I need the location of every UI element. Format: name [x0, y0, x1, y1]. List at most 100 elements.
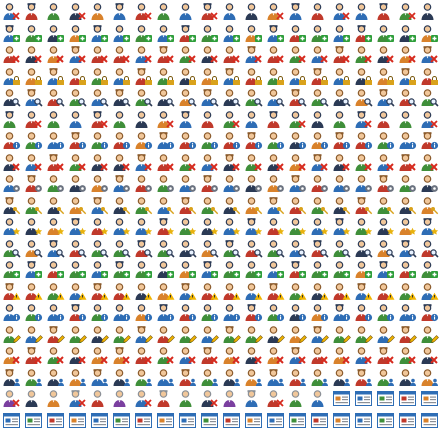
person-glyph-icon — [25, 153, 42, 171]
person-glyph-icon — [47, 3, 60, 20]
user-icon — [266, 303, 285, 322]
user-icon — [2, 389, 21, 408]
user-icon — [24, 368, 43, 387]
user-icon — [90, 260, 109, 279]
user-icon — [178, 153, 197, 172]
person-glyph-icon — [355, 325, 373, 343]
person-glyph-icon — [223, 132, 241, 150]
person-glyph-icon — [113, 153, 130, 171]
person-glyph-icon — [289, 304, 307, 322]
user-icon — [156, 45, 175, 64]
user-icon — [376, 303, 395, 322]
person-glyph-icon — [47, 196, 65, 214]
person-glyph-icon — [113, 218, 131, 235]
user-icon — [2, 174, 21, 193]
person-glyph-icon — [289, 24, 306, 42]
person-glyph-icon — [377, 304, 395, 322]
user-icon — [310, 45, 329, 64]
user-icon — [420, 368, 439, 387]
window-icon — [134, 411, 153, 430]
window-icon — [266, 411, 285, 430]
user-icon — [24, 303, 43, 322]
user-icon — [310, 2, 329, 21]
person-glyph-icon — [245, 132, 263, 150]
person-glyph-icon — [421, 153, 438, 171]
window-glyph-icon — [399, 391, 416, 406]
user-icon — [178, 239, 197, 258]
user-icon — [354, 282, 373, 301]
user-icon — [24, 24, 43, 43]
user-icon — [68, 196, 87, 215]
user-icon — [332, 282, 351, 301]
person-glyph-icon — [311, 368, 328, 386]
person-glyph-icon — [377, 110, 390, 128]
user-icon — [376, 260, 395, 279]
person-glyph-icon — [267, 153, 284, 171]
person-glyph-icon — [333, 325, 351, 343]
window-glyph-icon — [113, 412, 130, 428]
window-glyph-icon — [377, 412, 394, 428]
person-glyph-icon — [91, 89, 109, 107]
person-glyph-icon — [69, 132, 87, 150]
user-icon — [68, 2, 87, 21]
user-icon — [310, 110, 329, 129]
person-glyph-icon — [201, 218, 219, 235]
person-glyph-icon — [157, 153, 174, 171]
window-glyph-icon — [245, 412, 262, 428]
person-glyph-icon — [355, 196, 373, 214]
user-icon — [266, 325, 285, 344]
user-icon — [244, 45, 263, 64]
person-glyph-icon — [267, 368, 284, 386]
person-glyph-icon — [311, 196, 329, 214]
user-icon — [134, 368, 153, 387]
person-glyph-icon — [69, 390, 86, 407]
user-icon — [420, 239, 439, 258]
person-glyph-icon — [3, 218, 21, 235]
user-icon — [46, 368, 65, 387]
window-glyph-icon — [3, 412, 20, 428]
window-icon — [376, 389, 395, 408]
user-icon — [178, 303, 197, 322]
person-glyph-icon — [157, 196, 175, 214]
user-icon — [244, 282, 263, 301]
person-glyph-icon — [135, 239, 153, 258]
user-icon — [90, 282, 109, 301]
user-icon — [222, 88, 241, 107]
user-icon — [2, 260, 21, 279]
window-glyph-icon — [377, 391, 394, 406]
user-icon — [420, 110, 439, 129]
person-glyph-icon — [3, 304, 21, 322]
person-glyph-icon — [399, 282, 417, 300]
person-glyph-icon — [355, 261, 372, 278]
user-icon — [46, 2, 65, 21]
user-icon — [68, 239, 87, 258]
person-glyph-icon — [245, 390, 258, 407]
user-icon — [376, 24, 395, 43]
user-icon — [222, 174, 241, 193]
person-glyph-icon — [399, 153, 416, 171]
user-icon — [46, 88, 65, 107]
user-icon — [288, 110, 307, 129]
user-icon — [68, 131, 87, 150]
user-icon — [90, 346, 109, 365]
person-glyph-icon — [421, 24, 438, 42]
user-icon — [266, 389, 285, 408]
user-icon — [24, 389, 43, 408]
user-icon — [178, 217, 197, 236]
person-glyph-icon — [245, 24, 262, 42]
user-icon — [200, 67, 219, 86]
person-glyph-icon — [3, 196, 21, 214]
user-icon — [200, 303, 219, 322]
person-glyph-icon — [267, 218, 285, 235]
user-icon — [200, 239, 219, 258]
person-glyph-icon — [201, 175, 218, 192]
person-glyph-icon — [201, 347, 218, 364]
person-glyph-icon — [25, 239, 43, 258]
window-glyph-icon — [91, 412, 108, 428]
window-glyph-icon — [25, 412, 42, 428]
user-icon — [310, 67, 329, 86]
person-glyph-icon — [201, 325, 219, 343]
person-glyph-icon — [201, 24, 218, 42]
user-icon — [288, 346, 307, 365]
person-glyph-icon — [201, 196, 219, 214]
